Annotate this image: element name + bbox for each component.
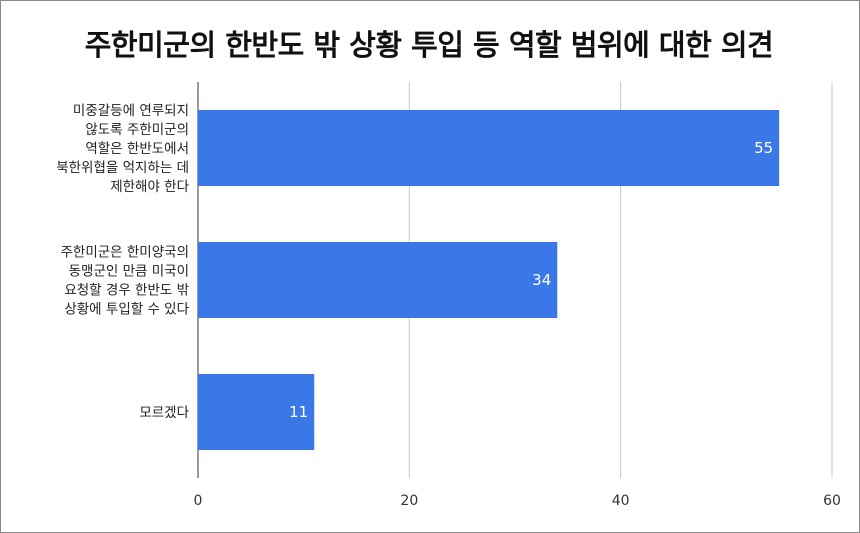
category-label-line: 북한위협을 억지하는 데	[56, 160, 189, 176]
data-label: 55	[754, 139, 773, 157]
data-label: 11	[289, 403, 308, 421]
bar	[198, 110, 780, 186]
category-label-line: 미중갈등에 연루되지	[73, 103, 189, 119]
category-label-line: 제한해야 한다	[110, 179, 189, 195]
bars: 55 34 11	[198, 110, 780, 450]
bar	[198, 374, 315, 450]
category-label-line: 주한미군은 한미양국의	[61, 245, 190, 261]
category-label: 모르겠다	[139, 405, 189, 421]
category-label-line: 않도록 주한미군의	[85, 122, 189, 138]
data-label: 34	[532, 271, 551, 289]
category-label-line: 역할은 한반도에서	[85, 141, 189, 157]
category-label-line: 동맹군인 만큼 미국이	[69, 264, 189, 280]
category-label-line: 모르겠다	[139, 405, 189, 421]
x-tick-label: 60	[823, 493, 841, 509]
x-tick-label: 20	[400, 493, 418, 509]
x-tick-label: 0	[194, 493, 203, 509]
category-label-line: 요청할 경우 한반도 밖	[64, 283, 189, 299]
bar	[198, 242, 558, 318]
x-axis-ticks: 0 20 40 60	[194, 493, 841, 509]
category-label-line: 상황에 투입할 수 있다	[64, 302, 189, 318]
x-tick-label: 40	[612, 493, 630, 509]
chart-title: 주한미군의 한반도 밖 상황 투입 등 역할 범위에 대한 의견	[84, 28, 774, 62]
